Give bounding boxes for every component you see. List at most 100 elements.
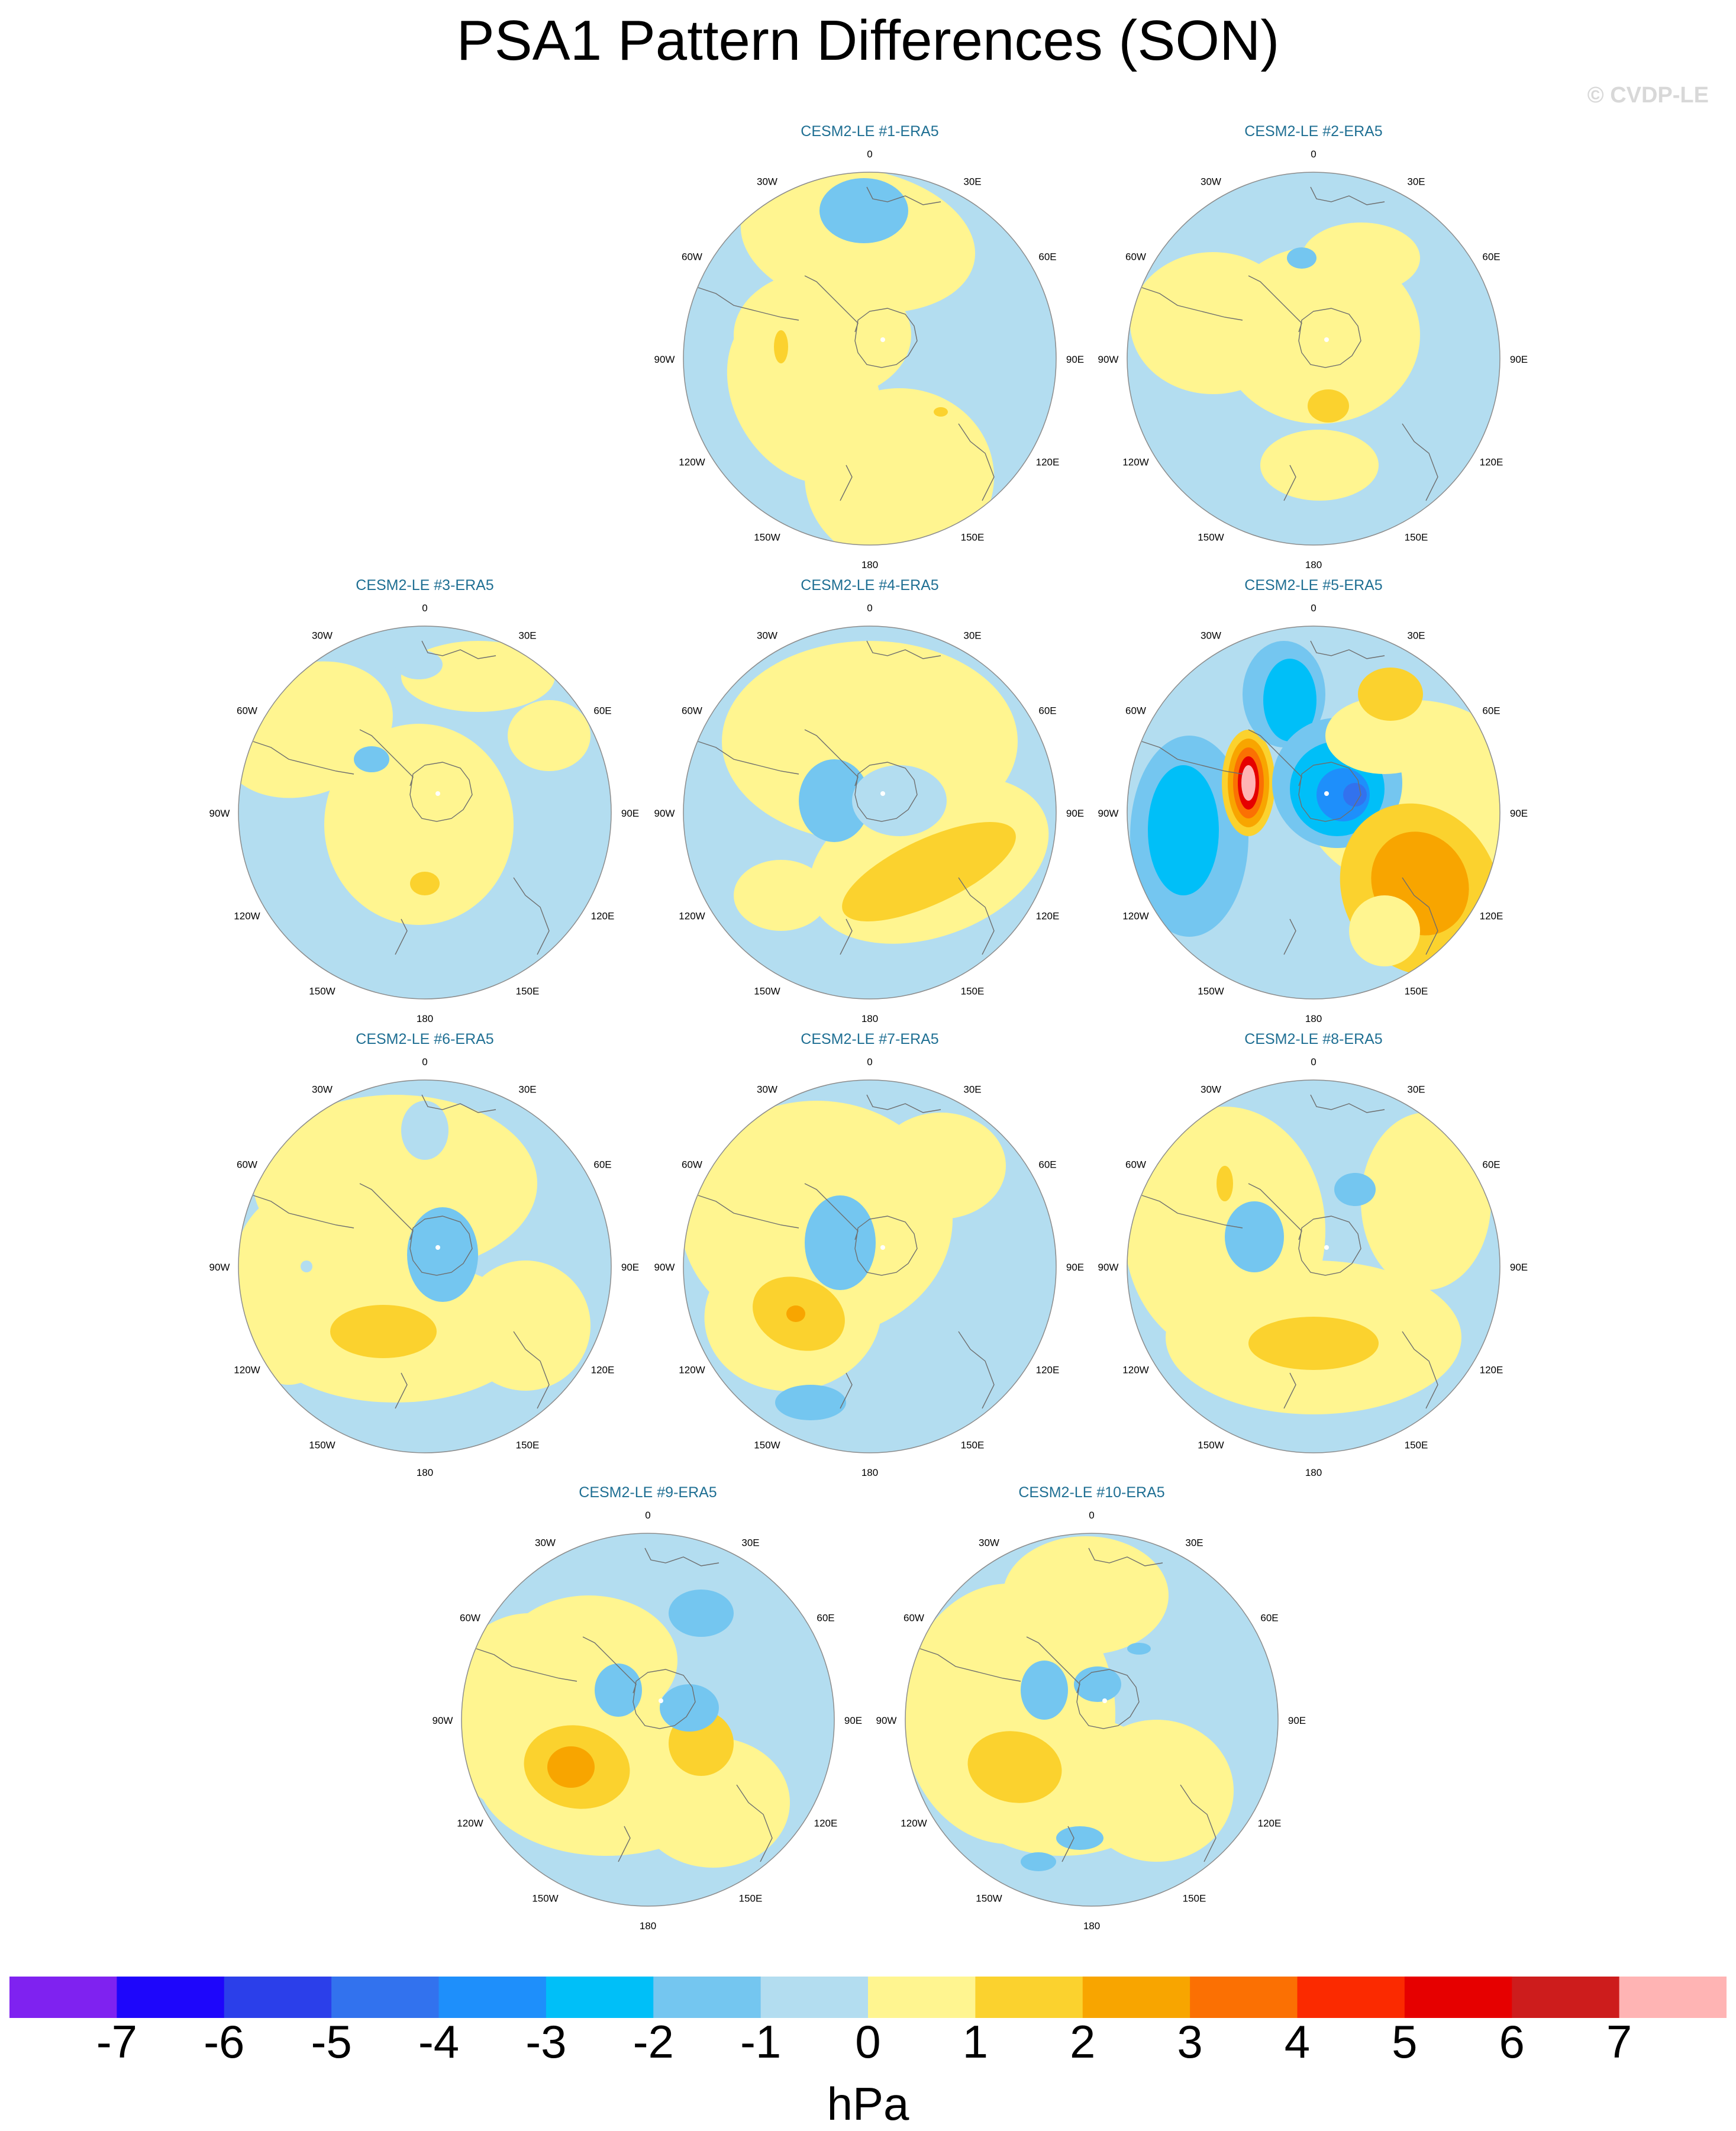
longitude-label: 60W [1125, 705, 1146, 717]
longitude-label: 60W [904, 1613, 924, 1624]
anomaly-contour [1074, 1666, 1121, 1702]
panel-title: CESM2-LE #1-ERA5 [801, 123, 939, 140]
pole-marker [435, 1245, 440, 1250]
coastline [1088, 1548, 1163, 1566]
anomaly-contour [595, 1663, 642, 1717]
polar-map: 0 30E 60E 90E 120E 150E 180 150W 120W 90W 60W 30W [654, 1056, 1085, 1478]
longitude-label: 0 [1311, 602, 1316, 614]
longitude-label: 150E [961, 1440, 985, 1451]
anomaly-field [905, 1533, 1278, 1906]
coastline [958, 877, 995, 955]
longitude-label: 90W [654, 354, 675, 365]
colorbar-swatch [868, 1977, 976, 2018]
coastline [1310, 1094, 1385, 1113]
coastline [1248, 729, 1302, 786]
map-panel-3: CESM2-LE #3-ERA5 0 30E 60E 90E 120E 150E 180 15… [209, 577, 640, 1027]
longitude-label: 60E [1038, 252, 1056, 263]
pole-marker [880, 337, 885, 342]
longitude-label: 120W [1122, 911, 1148, 922]
panel-title: CESM2-LE #9-ERA5 [579, 1484, 717, 1501]
map-border [683, 172, 1057, 546]
longitude-label: 30E [1407, 1084, 1425, 1095]
longitude-label: 120E [1480, 911, 1503, 922]
coastline [854, 762, 918, 822]
colorbar-tick-label: -4 [418, 2016, 460, 2068]
credit-watermark: © CVDP-LE [1587, 83, 1709, 108]
longitude-label: 90W [209, 808, 230, 819]
longitude-label: 0 [422, 602, 427, 614]
anomaly-contour [1056, 1826, 1103, 1850]
coastline [840, 465, 853, 501]
anomaly-contour [819, 178, 908, 243]
anomaly-contour [1334, 1173, 1376, 1206]
colorbar-swatch [224, 1977, 332, 2018]
map-panel-2: CESM2-LE #2-ERA5 0 30E 60E 90E 120E 150E 180 15… [1098, 123, 1528, 573]
map-panel-4: CESM2-LE #4-ERA5 0 30E 60E 90E 120E 150E 180 15… [654, 577, 1085, 1027]
map-panel-7: CESM2-LE #7-ERA5 0 30E 60E 90E 120E 150E 180 15… [654, 1031, 1085, 1481]
anomaly-contour [1080, 1720, 1234, 1862]
anomaly-contour [1225, 1201, 1284, 1272]
polar-map: 0 30E 60E 90E 120E 150E 180 150W 120W 90W 60W 30W [654, 149, 1085, 570]
longitude-label: 0 [1089, 1510, 1094, 1521]
longitude-label: 120E [1480, 1365, 1503, 1376]
polar-map: 0 30E 60E 90E 120E 150E 180 150W 120W 90W 60W 30W [433, 1510, 863, 1932]
coastline [840, 1372, 853, 1409]
anomaly-contour [1241, 765, 1256, 801]
anomaly-contour [500, 1595, 677, 1726]
coastline [1310, 640, 1385, 659]
polar-map: 0 30E 60E 90E 120E 150E 180 150W 120W 90W 60W 30W [876, 1510, 1306, 1932]
coastline [359, 1183, 414, 1240]
longitude-label: 90W [1098, 354, 1119, 365]
polar-map: 0 30E 60E 90E 120E 150E 180 150W 120W 90W 60W 30W [654, 602, 1085, 1024]
longitude-label: 30W [535, 1537, 556, 1549]
longitude-label: 60E [1038, 1159, 1056, 1171]
coastline [1248, 1183, 1302, 1240]
longitude-label: 60E [1038, 705, 1056, 717]
anomaly-contour [852, 765, 947, 836]
coastline [633, 1669, 696, 1729]
longitude-label: 120E [1036, 457, 1060, 468]
longitude-label: 60W [682, 1159, 702, 1171]
longitude-label: 150E [1405, 986, 1428, 997]
pole-marker [1102, 1698, 1107, 1703]
longitude-label: 150E [516, 1440, 540, 1451]
figure-title: PSA1 Pattern Differences (SON) [456, 9, 1280, 72]
coastline [958, 423, 995, 501]
longitude-label: 90E [1066, 1262, 1084, 1273]
anomaly-field [683, 172, 1056, 545]
longitude-label: 120E [1036, 911, 1060, 922]
anomaly-contour [1003, 1536, 1169, 1655]
map-border [683, 626, 1057, 1000]
panel-title: CESM2-LE #3-ERA5 [356, 577, 494, 594]
anomaly-field [1127, 1080, 1500, 1453]
longitude-label: 90E [1066, 354, 1084, 365]
longitude-label: 60E [817, 1613, 834, 1624]
coastline [866, 1094, 941, 1113]
longitude-label: 30E [963, 176, 981, 188]
longitude-label: 30E [1407, 630, 1425, 641]
coastline [1248, 275, 1302, 333]
longitude-label: 30W [757, 630, 777, 641]
anomaly-contour [401, 1101, 448, 1160]
coastline [1283, 918, 1296, 955]
coastline [919, 1648, 1021, 1682]
coastline [409, 1216, 473, 1276]
anomaly-contour [1263, 659, 1316, 742]
coastline [1298, 308, 1361, 368]
colorbar-swatches [9, 1977, 1727, 2018]
longitude-label: 30W [757, 176, 777, 188]
colorbar-swatch [1512, 1977, 1620, 2018]
longitude-label: 150E [961, 986, 985, 997]
longitude-label: 30E [963, 630, 981, 641]
longitude-label: 30W [1201, 176, 1221, 188]
longitude-label: 0 [1311, 149, 1316, 160]
anomaly-contour [799, 759, 870, 842]
anomaly-field [462, 1533, 834, 1906]
longitude-label: 120E [1258, 1818, 1282, 1829]
longitude-label: 60W [1125, 1159, 1146, 1171]
anomaly-contour [1325, 697, 1444, 774]
colorbar-tick-label: 0 [855, 2016, 881, 2068]
pole-marker [659, 1698, 663, 1703]
panel-title: CESM2-LE #6-ERA5 [356, 1031, 494, 1047]
longitude-label: 150W [532, 1893, 558, 1904]
